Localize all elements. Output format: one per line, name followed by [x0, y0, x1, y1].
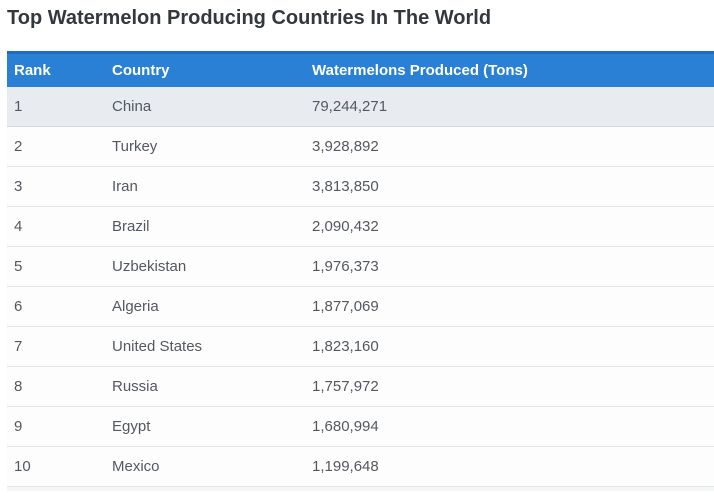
table-body: 1 China 79,244,271 2 Turkey 3,928,892 3 … — [7, 87, 714, 487]
column-header-rank: Rank — [7, 51, 105, 87]
cell-produced: 79,244,271 — [305, 87, 714, 127]
cell-rank: 2 — [7, 126, 105, 167]
cell-rank: 1 — [7, 87, 105, 127]
table-row: 8 Russia 1,757,972 — [7, 366, 714, 407]
cell-rank: 6 — [7, 286, 105, 327]
column-header-country: Country — [105, 51, 305, 87]
table-row: 5 Uzbekistan 1,976,373 — [7, 246, 714, 287]
table-row: 6 Algeria 1,877,069 — [7, 286, 714, 327]
cell-rank: 8 — [7, 366, 105, 407]
table-row: 2 Turkey 3,928,892 — [7, 126, 714, 167]
table-row: 1 China 79,244,271 — [7, 87, 714, 127]
table-row: 3 Iran 3,813,850 — [7, 166, 714, 207]
cell-country: United States — [105, 326, 305, 367]
cell-country: Uzbekistan — [105, 246, 305, 287]
watermelon-table-container: Rank Country Watermelons Produced (Tons)… — [7, 51, 714, 491]
cell-produced: 3,813,850 — [305, 166, 714, 207]
cell-rank: 4 — [7, 206, 105, 247]
cell-country: Iran — [105, 166, 305, 207]
page-title: Top Watermelon Producing Countries In Th… — [7, 7, 492, 29]
table-header: Rank Country Watermelons Produced (Tons) — [7, 51, 714, 87]
cell-produced: 1,976,373 — [305, 246, 714, 287]
cell-country: China — [105, 87, 305, 127]
watermelon-table: Rank Country Watermelons Produced (Tons)… — [7, 51, 714, 487]
table-row: 7 United States 1,823,160 — [7, 326, 714, 367]
cell-country: Mexico — [105, 446, 305, 487]
cell-rank: 9 — [7, 406, 105, 447]
table-bottom-strip — [7, 487, 714, 491]
cell-produced: 1,680,994 — [305, 406, 714, 447]
table-row: 9 Egypt 1,680,994 — [7, 406, 714, 447]
table-row: 10 Mexico 1,199,648 — [7, 446, 714, 487]
cell-country: Brazil — [105, 206, 305, 247]
cell-rank: 5 — [7, 246, 105, 287]
cell-rank: 10 — [7, 446, 105, 487]
cell-country: Russia — [105, 366, 305, 407]
cell-country: Algeria — [105, 286, 305, 327]
cell-produced: 1,823,160 — [305, 326, 714, 367]
cell-country: Turkey — [105, 126, 305, 167]
cell-produced: 1,877,069 — [305, 286, 714, 327]
table-header-row: Rank Country Watermelons Produced (Tons) — [7, 51, 714, 87]
cell-rank: 7 — [7, 326, 105, 367]
table-row: 4 Brazil 2,090,432 — [7, 206, 714, 247]
cell-rank: 3 — [7, 166, 105, 207]
column-header-produced: Watermelons Produced (Tons) — [305, 51, 714, 87]
cell-country: Egypt — [105, 406, 305, 447]
cell-produced: 3,928,892 — [305, 126, 714, 167]
cell-produced: 1,199,648 — [305, 446, 714, 487]
cell-produced: 1,757,972 — [305, 366, 714, 407]
cell-produced: 2,090,432 — [305, 206, 714, 247]
